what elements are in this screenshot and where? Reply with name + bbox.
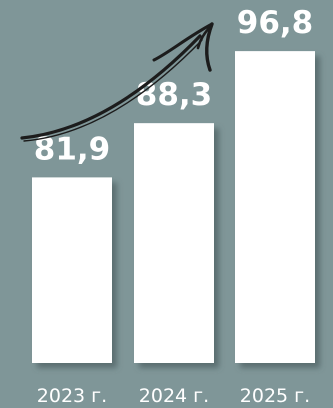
data-label-1: 81,9 — [34, 131, 111, 167]
bar-1 — [32, 177, 112, 363]
data-label-3: 96,8 — [237, 5, 314, 41]
x-tick-label-2: 2024 г. — [139, 385, 209, 407]
hand-drawn-upward-arrow-icon — [20, 22, 214, 142]
x-tick-label-1: 2023 г. — [37, 385, 107, 407]
bar-3 — [235, 51, 315, 364]
x-tick-label-3: 2025 г. — [240, 385, 310, 407]
bar-2 — [134, 123, 214, 363]
